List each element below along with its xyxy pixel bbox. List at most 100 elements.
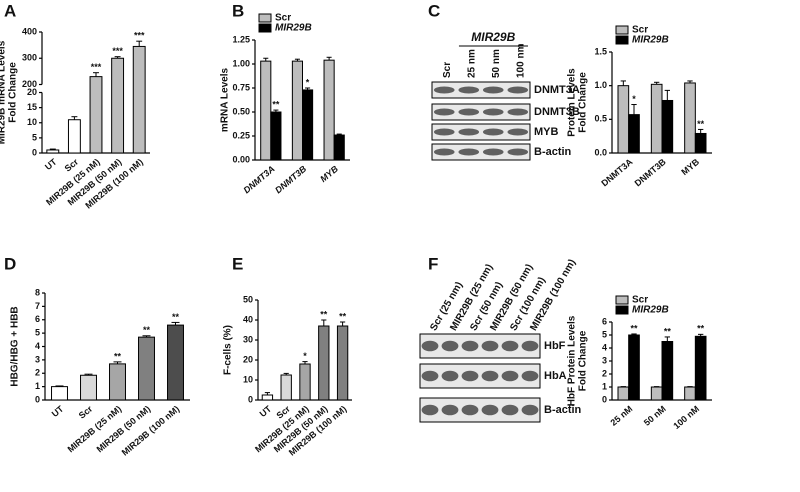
band: [461, 404, 479, 416]
row-label: B-actin: [544, 404, 582, 416]
blot-row: [431, 123, 531, 141]
lane-label: 25 nm: [466, 49, 477, 78]
band: [441, 370, 459, 382]
y-tick-label: 5: [35, 328, 40, 338]
y-axis-label: Fold Change: [8, 62, 19, 123]
bar: [299, 363, 311, 401]
panel-label: E: [232, 254, 243, 273]
x-tick-label: MYB: [318, 163, 340, 184]
y-tick-label: 20: [27, 87, 37, 97]
band: [507, 128, 529, 136]
x-tick-label: DNMT3A: [599, 156, 635, 188]
x-tick-label: DNMT3B: [633, 156, 669, 188]
x-tick-label: 25 nM: [609, 404, 635, 428]
row-label: DNMT3B: [534, 106, 580, 118]
legend-swatch: [258, 23, 272, 33]
y-tick-label: 50: [243, 294, 253, 304]
significance: **: [114, 351, 122, 361]
bar: [167, 324, 184, 401]
band: [458, 86, 480, 94]
panel-label: F: [428, 254, 438, 273]
y-tick-label: 5: [602, 329, 607, 339]
y-tick-label: 10: [243, 374, 253, 384]
bar: [280, 374, 292, 401]
legend-label: Scr: [275, 13, 291, 24]
legend-label: MIR29B: [275, 23, 312, 34]
band: [501, 370, 519, 382]
significance: **: [664, 326, 672, 336]
bar: [80, 374, 97, 401]
band: [481, 370, 499, 382]
band: [433, 148, 455, 156]
row-label: HbA: [544, 370, 567, 382]
bar: [694, 335, 707, 401]
band: [507, 86, 529, 94]
band: [421, 370, 439, 382]
band: [458, 148, 480, 156]
panel-label: D: [4, 254, 16, 273]
bar: [628, 114, 640, 154]
y-tick-label: 0.25: [232, 130, 250, 140]
legend-label: Scr: [632, 25, 648, 36]
bar: [650, 386, 663, 401]
blot-row: [419, 397, 541, 423]
y-tick-label: 0.0: [594, 147, 607, 157]
legend-swatch: [258, 13, 272, 23]
y-axis-label: Fold Change: [578, 330, 589, 391]
band: [482, 128, 504, 136]
band: [441, 404, 459, 416]
significance: **: [143, 325, 151, 335]
x-tick-label: Scr: [77, 403, 95, 420]
significance: *: [632, 94, 636, 104]
row-label: DNMT3A: [534, 84, 580, 96]
y-axis-label: F-cells (%): [223, 325, 234, 375]
y-axis-label: HBG/HBG + HBB: [10, 306, 21, 386]
y-tick-label: 40: [243, 314, 253, 324]
band: [501, 404, 519, 416]
band: [458, 108, 480, 116]
band: [461, 370, 479, 382]
significance: ***: [134, 31, 145, 41]
bar: [684, 82, 696, 154]
y-axis-label: HbF Protein Levels: [567, 315, 578, 406]
y-tick-label: 6: [602, 316, 607, 326]
row-label: MYB: [534, 126, 559, 138]
bar: [132, 45, 146, 154]
bar: [89, 76, 103, 154]
legend-label: MIR29B: [632, 305, 669, 316]
y-tick-label: 8: [35, 287, 40, 297]
bar: [628, 334, 640, 401]
y-tick-label: 1: [602, 381, 607, 391]
significance: **: [272, 99, 280, 109]
y-tick-label: 20: [243, 354, 253, 364]
significance: **: [172, 312, 180, 322]
y-axis-label: mRNA Levels: [220, 68, 231, 133]
bar: [617, 85, 630, 154]
y-tick-label: 200: [22, 79, 37, 89]
significance: **: [339, 311, 347, 321]
y-tick-label: 400: [22, 26, 37, 36]
bar: [684, 386, 696, 401]
band: [421, 340, 439, 352]
bar: [67, 119, 81, 154]
x-tick-label: 50 nM: [642, 404, 668, 428]
x-tick-label: 100 nM: [671, 404, 701, 431]
legend-swatch: [615, 25, 629, 35]
y-tick-label: 7: [35, 301, 40, 311]
y-tick-label: 0.75: [232, 82, 250, 92]
x-tick-label: UT: [258, 403, 274, 419]
band: [481, 340, 499, 352]
y-tick-label: 1.0: [594, 80, 607, 90]
blot-header: MIR29B: [471, 30, 515, 44]
bar: [617, 386, 630, 401]
bar: [46, 149, 60, 154]
significance: ***: [91, 62, 102, 72]
band: [461, 340, 479, 352]
bar: [291, 60, 304, 161]
panel-label: A: [4, 1, 16, 20]
significance: **: [630, 323, 638, 333]
bar: [323, 59, 335, 161]
blot-row: [431, 143, 531, 161]
x-tick-label: MYB: [679, 156, 701, 177]
x-tick-label: DNMT3A: [241, 164, 276, 196]
